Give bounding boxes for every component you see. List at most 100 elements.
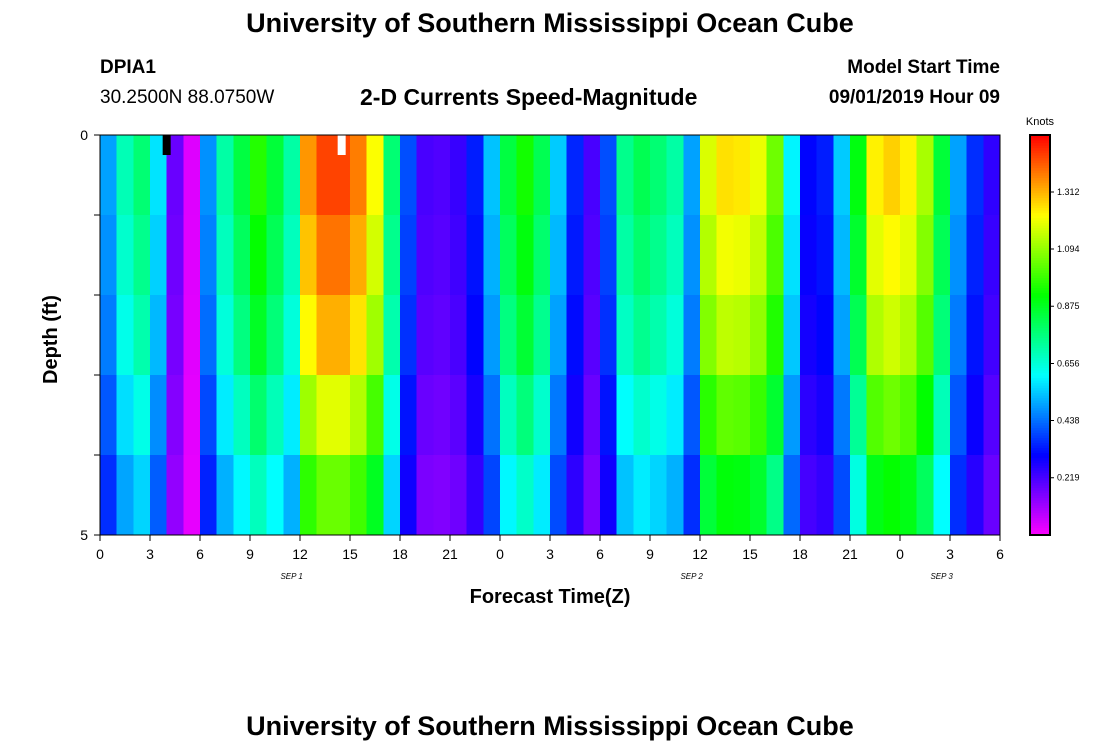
colorbar-segment — [1030, 140, 1050, 144]
heat-cell — [516, 455, 534, 536]
colorbar-segment — [1030, 322, 1050, 326]
colorbar-segment — [1030, 222, 1050, 226]
heat-cell — [533, 375, 551, 456]
heat-cell — [483, 455, 501, 536]
colorbar-segment — [1030, 467, 1050, 471]
heat-cell — [483, 215, 501, 296]
station-id: DPIA1 — [100, 57, 156, 78]
x-tick-label: 9 — [646, 546, 654, 562]
colorbar-tick-label: 0.656 — [1057, 358, 1080, 368]
heat-cell — [783, 455, 801, 536]
heat-cell — [466, 135, 484, 156]
heat-cell — [283, 215, 301, 296]
colorbar-segment — [1030, 452, 1050, 456]
heat-cell — [333, 375, 351, 456]
heat-cell — [233, 455, 251, 536]
colorbar-segment — [1030, 385, 1050, 389]
missing-cell — [162, 135, 171, 155]
colorbar-segment — [1030, 375, 1050, 379]
colorbar-segment — [1030, 397, 1050, 401]
heat-cell — [433, 295, 451, 376]
heat-cell — [283, 155, 301, 216]
colorbar-segment — [1030, 487, 1050, 491]
heat-cell — [250, 215, 268, 296]
heat-cell — [366, 375, 384, 456]
colorbar-segment — [1030, 335, 1050, 339]
heat-cell — [233, 215, 251, 296]
colorbar-segment — [1030, 447, 1050, 451]
heat-cell — [933, 215, 951, 296]
heat-cell — [916, 215, 934, 296]
heat-cell — [233, 295, 251, 376]
heat-cell — [800, 215, 818, 296]
heat-cell — [916, 155, 934, 216]
heat-cell — [200, 375, 218, 456]
colorbar-segment — [1030, 507, 1050, 511]
colorbar-segment — [1030, 182, 1050, 186]
heat-cell — [216, 215, 234, 296]
heat-cell — [566, 375, 584, 456]
colorbar-segment — [1030, 510, 1050, 514]
heat-cell — [816, 455, 834, 536]
heat-cell — [600, 155, 618, 216]
heat-cell — [116, 215, 134, 296]
colorbar-segment — [1030, 185, 1050, 189]
heat-cell — [883, 215, 901, 296]
heat-cell — [633, 155, 651, 216]
colorbar-segment — [1030, 277, 1050, 281]
heat-cell — [166, 135, 184, 156]
heat-cell — [933, 455, 951, 536]
x-tick-label: 21 — [442, 546, 458, 562]
heat-cell — [650, 135, 668, 156]
heat-cell — [900, 295, 918, 376]
colorbar-segment — [1030, 267, 1050, 271]
heat-cell — [166, 455, 184, 536]
heat-cell — [883, 155, 901, 216]
heat-cell — [583, 375, 601, 456]
heat-cell — [233, 375, 251, 456]
heat-cell — [183, 155, 201, 216]
heat-cell — [166, 295, 184, 376]
colorbar-segment — [1030, 445, 1050, 449]
heat-cell — [950, 155, 968, 216]
top-title: University of Southern Mississippi Ocean… — [246, 8, 854, 38]
heat-cell — [866, 215, 884, 296]
colorbar-segment — [1030, 460, 1050, 464]
heat-cell — [866, 155, 884, 216]
heat-cell — [833, 135, 851, 156]
heat-cell — [783, 135, 801, 156]
heat-cell — [700, 215, 718, 296]
colorbar-segment — [1030, 352, 1050, 356]
heat-cell — [416, 375, 434, 456]
heat-cell — [733, 375, 751, 456]
heat-cell — [166, 215, 184, 296]
heat-cell — [450, 155, 468, 216]
colorbar-segment — [1030, 172, 1050, 176]
heat-cell — [850, 155, 868, 216]
heat-cell — [516, 215, 534, 296]
heat-cell — [150, 295, 168, 376]
colorbar-segment — [1030, 310, 1050, 314]
colorbar-segment — [1030, 170, 1050, 174]
colorbar-segment — [1030, 152, 1050, 156]
heat-cell — [683, 295, 701, 376]
heat-cell — [433, 155, 451, 216]
colorbar-tick-label: 0.219 — [1057, 473, 1080, 483]
colorbar-segment — [1030, 220, 1050, 224]
heat-cell — [316, 375, 334, 456]
heat-cell — [533, 135, 551, 156]
heat-cell — [133, 455, 151, 536]
heat-cell — [583, 135, 601, 156]
heat-cell — [933, 375, 951, 456]
heat-cell — [966, 295, 984, 376]
colorbar-segment — [1030, 275, 1050, 279]
colorbar-segment — [1030, 325, 1050, 329]
heat-cell — [200, 295, 218, 376]
heat-cell — [983, 215, 1001, 296]
heat-cell — [683, 155, 701, 216]
colorbar-segment — [1030, 525, 1050, 529]
colorbar-segment — [1030, 380, 1050, 384]
heat-cell — [866, 135, 884, 156]
heat-cell — [433, 135, 451, 156]
heat-cell — [433, 375, 451, 456]
